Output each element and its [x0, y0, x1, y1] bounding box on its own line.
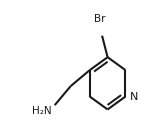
- Text: Br: Br: [94, 14, 105, 24]
- Text: N: N: [130, 92, 139, 102]
- Text: H₂N: H₂N: [32, 106, 52, 116]
